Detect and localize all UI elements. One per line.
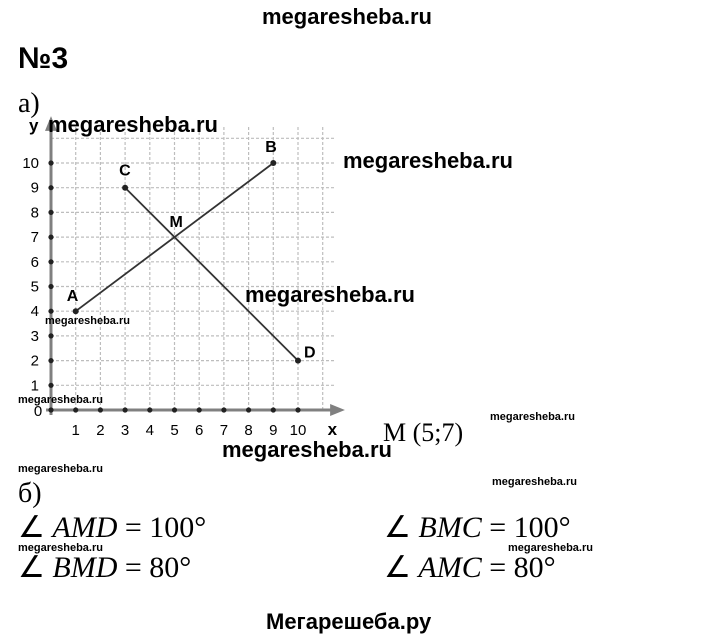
x-tick-mark — [171, 407, 178, 413]
angle-equation: ∠ BMD = 80° — [18, 551, 192, 584]
y-tick-mark — [48, 259, 54, 265]
axes: x y 0 — [29, 116, 345, 439]
y-tick-label: 3 — [31, 328, 39, 345]
y-tick-mark — [48, 333, 54, 339]
watermark: megaresheba.ru — [45, 315, 130, 327]
angle-equation: ∠ BMC = 100° — [384, 511, 571, 544]
x-tick-label: 1 — [72, 422, 80, 439]
y-tick-label: 6 — [31, 254, 39, 271]
watermark: megaresheba.ru — [508, 542, 593, 554]
x-tick-mark — [246, 407, 252, 413]
watermark: megaresheba.ru — [222, 437, 392, 462]
x-tick-mark — [122, 407, 128, 413]
y-tick-mark — [48, 234, 54, 240]
watermark: megaresheba.ru — [343, 148, 513, 173]
point-label-B: B — [265, 139, 277, 156]
x-tick-mark — [73, 407, 79, 413]
watermark: megaresheba.ru — [18, 394, 103, 406]
x-tick-label: 5 — [170, 422, 178, 439]
header-watermark: megaresheba.ru — [262, 4, 432, 29]
point-label-D: D — [304, 345, 316, 362]
y-tick-mark — [48, 358, 54, 364]
x-axis-label: x — [328, 420, 338, 439]
y-tick-mark — [48, 160, 54, 166]
point-label-A: A — [67, 288, 79, 305]
y-tick-label: 8 — [31, 204, 39, 221]
point-label-M: M — [170, 214, 183, 231]
x-tick-mark — [221, 407, 227, 413]
segments — [75, 162, 299, 362]
y-tick-label: 10 — [22, 155, 39, 172]
task-number: №3 — [18, 42, 69, 75]
y-tick-mark — [48, 382, 54, 388]
x-tick-label: 10 — [290, 422, 307, 439]
angle-equation: ∠ AMD = 100° — [18, 511, 207, 544]
origin-label: 0 — [34, 403, 42, 420]
y-tick-mark — [48, 209, 54, 215]
y-tick-label: 9 — [31, 180, 39, 197]
y-axis-arrow — [45, 116, 57, 131]
watermark: megaresheba.ru — [48, 112, 218, 137]
x-tick-mark — [97, 407, 103, 413]
x-tick-label: 4 — [146, 422, 154, 439]
point-label-C: C — [119, 163, 131, 180]
x-tick-label: 3 — [121, 422, 129, 439]
watermark: megaresheba.ru — [490, 411, 575, 423]
x-tick-mark — [196, 407, 202, 413]
y-tick-label: 4 — [31, 303, 39, 320]
y-tick-label: 1 — [31, 377, 39, 394]
watermark: megaresheba.ru — [492, 476, 577, 488]
y-tick-label: 5 — [31, 279, 39, 296]
segment-CD — [124, 187, 299, 362]
watermark: megaresheba.ru — [18, 542, 103, 554]
x-tick-label: 8 — [244, 422, 252, 439]
angle-equation: ∠ AMC = 80° — [384, 551, 556, 584]
y-tick-mark — [48, 308, 54, 314]
y-tick-label: 2 — [31, 353, 39, 370]
y-tick-label: 7 — [31, 229, 39, 246]
point-B — [270, 160, 277, 166]
x-tick-label: 6 — [195, 422, 203, 439]
part-b-label: б) — [18, 478, 42, 509]
intersection-answer: M (5;7) — [383, 418, 464, 447]
x-tick-label: 9 — [269, 422, 277, 439]
x-axis-arrow — [330, 404, 345, 416]
x-tick-label: 7 — [220, 422, 228, 439]
y-tick-mark — [48, 283, 54, 290]
x-tick-mark — [147, 407, 153, 413]
x-tick-mark — [270, 407, 276, 413]
watermark: megaresheba.ru — [245, 282, 415, 307]
footer-watermark: Мегарешеба.ру — [266, 609, 432, 634]
x-tick-mark — [295, 407, 301, 413]
x-tick-label: 2 — [96, 422, 104, 439]
watermark: megaresheba.ru — [18, 463, 103, 475]
points: A B C D M — [67, 139, 316, 364]
origin-mark — [48, 407, 54, 413]
part-a-label: а) — [18, 88, 40, 119]
y-axis-label: y — [29, 116, 39, 135]
point-A — [72, 308, 79, 315]
y-tick-mark — [48, 185, 54, 191]
point-D — [295, 357, 301, 364]
point-C — [122, 184, 129, 191]
grid-lines — [51, 125, 336, 410]
